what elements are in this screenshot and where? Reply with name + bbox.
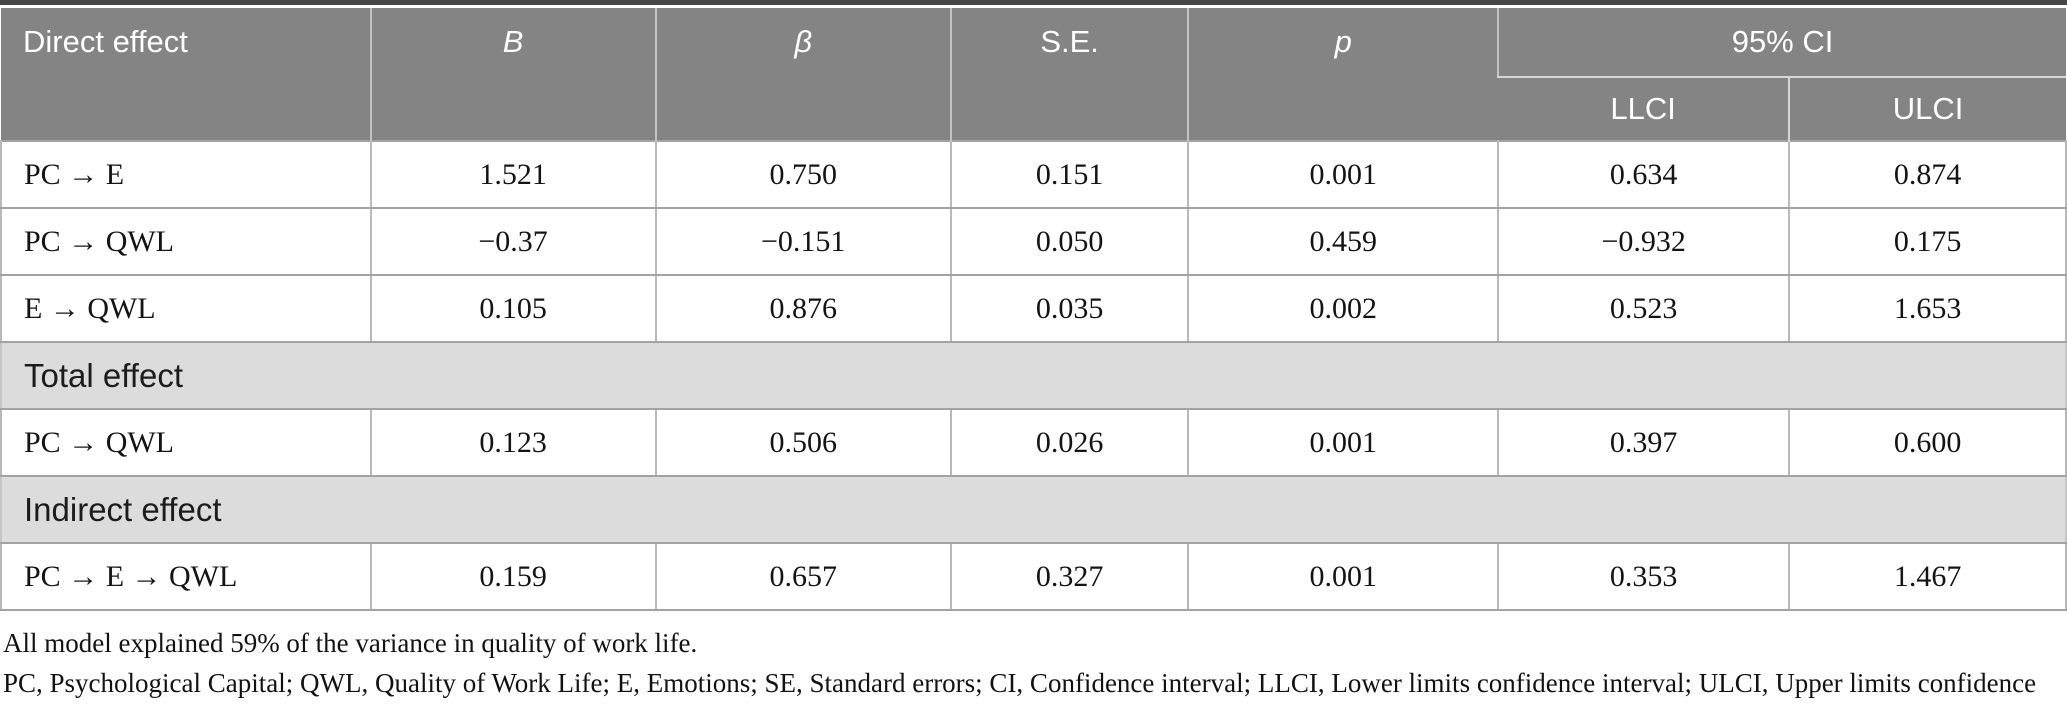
- effects-table: Direct effect B β S.E. p 95% CI LLCI ULC…: [0, 8, 2067, 611]
- row-label: PC → QWL: [0, 408, 372, 477]
- table-row: E → QWL 0.105 0.876 0.035 0.002 0.523 1.…: [0, 274, 2067, 343]
- table-row: PC → QWL −0.37 −0.151 0.050 0.459 −0.932…: [0, 207, 2067, 276]
- col-header-llci: LLCI: [1498, 77, 1790, 141]
- cell-ulci: 0.175: [1788, 207, 2067, 276]
- table-row: PC → E → QWL 0.159 0.657 0.327 0.001 0.3…: [0, 542, 2067, 611]
- cell-llci: 0.634: [1497, 140, 1791, 209]
- section-label: Indirect effect: [0, 475, 2067, 544]
- col-header-95ci: 95% CI: [1497, 8, 2066, 78]
- cell-beta: 0.657: [654, 542, 952, 611]
- col-header-direct-effect: Direct effect: [1, 8, 371, 141]
- col-header-se: S.E.: [949, 8, 1189, 141]
- cell-b: 0.105: [369, 274, 657, 343]
- section-row-total-effect: Total effect: [0, 341, 2067, 410]
- row-label: PC → QWL: [0, 207, 372, 276]
- cell-b: −0.37: [369, 207, 657, 276]
- col-header-p: p: [1187, 8, 1499, 141]
- cell-p: 0.001: [1187, 542, 1500, 611]
- cell-llci: 0.523: [1497, 274, 1791, 343]
- cell-p: 0.459: [1187, 207, 1500, 276]
- cell-se: 0.151: [949, 140, 1190, 209]
- figure-top-gap: [0, 5, 2067, 8]
- cell-beta: 0.750: [654, 140, 952, 209]
- cell-se: 0.327: [949, 542, 1190, 611]
- footnote-variance: All model explained 59% of the variance …: [3, 628, 698, 658]
- cell-ulci: 0.874: [1788, 140, 2067, 209]
- cell-llci: 0.397: [1497, 408, 1791, 477]
- cell-p: 0.001: [1187, 140, 1500, 209]
- col-header-b: B: [369, 8, 656, 141]
- figure-top-rule: [0, 0, 2067, 5]
- section-row-indirect-effect: Indirect effect: [0, 475, 2067, 544]
- footnote-abbreviations: PC, Psychological Capital; QWL, Quality …: [3, 668, 2037, 709]
- cell-llci: 0.353: [1497, 542, 1791, 611]
- cell-b: 0.159: [369, 542, 657, 611]
- cell-beta: 0.876: [654, 274, 952, 343]
- table-body: PC → E 1.521 0.750 0.151 0.001 0.634 0.8…: [0, 140, 2067, 611]
- cell-se: 0.050: [949, 207, 1190, 276]
- cell-ulci: 0.600: [1788, 408, 2067, 477]
- table-row: PC → E 1.521 0.750 0.151 0.001 0.634 0.8…: [0, 140, 2067, 209]
- cell-b: 1.521: [369, 140, 657, 209]
- row-label: PC → E: [0, 140, 372, 209]
- header-row-1: Direct effect B β S.E. p 95% CI: [1, 8, 2066, 141]
- col-header-beta: β: [654, 8, 951, 141]
- section-label: Total effect: [0, 341, 2067, 410]
- cell-llci: −0.932: [1497, 207, 1791, 276]
- table-row: PC → QWL 0.123 0.506 0.026 0.001 0.397 0…: [0, 408, 2067, 477]
- col-header-ulci: ULCI: [1788, 77, 2066, 141]
- cell-b: 0.123: [369, 408, 657, 477]
- cell-beta: −0.151: [654, 207, 952, 276]
- row-label: PC → E → QWL: [0, 542, 372, 611]
- cell-ulci: 1.467: [1788, 542, 2067, 611]
- table-header: Direct effect B β S.E. p 95% CI LLCI ULC…: [1, 8, 2066, 141]
- cell-p: 0.002: [1187, 274, 1500, 343]
- header-row-2: LLCI ULCI: [1, 77, 2066, 141]
- cell-p: 0.001: [1187, 408, 1500, 477]
- cell-ulci: 1.653: [1788, 274, 2067, 343]
- cell-beta: 0.506: [654, 408, 952, 477]
- table-footnotes: All model explained 59% of the variance …: [0, 623, 2067, 709]
- cell-se: 0.026: [949, 408, 1190, 477]
- row-label: E → QWL: [0, 274, 372, 343]
- cell-se: 0.035: [949, 274, 1190, 343]
